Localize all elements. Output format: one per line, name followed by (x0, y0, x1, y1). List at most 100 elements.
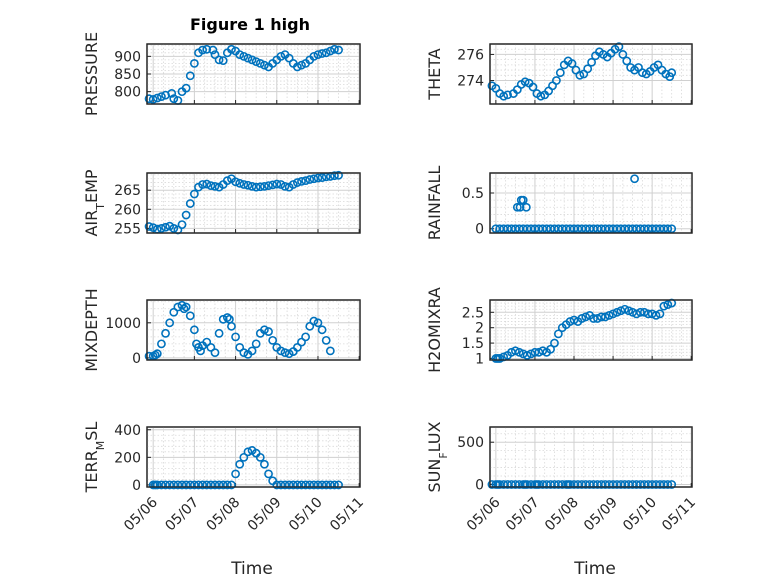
data-point (297, 177, 306, 186)
y-axis-label: RAINFALL (425, 166, 444, 241)
data-point (624, 306, 634, 316)
data-point (604, 310, 614, 320)
data-point (321, 48, 331, 58)
data-point (575, 70, 585, 80)
data-point (276, 51, 286, 61)
data-point (587, 57, 596, 67)
data-point (161, 222, 170, 232)
data-point (167, 89, 177, 98)
data-point (202, 337, 212, 347)
data-point (210, 50, 220, 59)
data-point (264, 469, 273, 479)
y-tick-label: 800 (114, 85, 141, 101)
data-point (637, 68, 647, 78)
data-point (272, 179, 282, 189)
data-point (202, 179, 212, 189)
data-point (196, 346, 205, 356)
data-point (165, 318, 175, 328)
axes-border (489, 426, 693, 488)
data-point (202, 480, 212, 490)
data-point (667, 68, 677, 78)
data-point (581, 312, 591, 322)
data-point (330, 44, 339, 54)
subplot-rainfall: 0 0.5 RAINFALL (425, 166, 693, 241)
data-point (288, 480, 298, 490)
data-point (222, 313, 232, 322)
data-point (169, 480, 179, 490)
data-point (152, 349, 162, 359)
data-point (206, 181, 216, 191)
data-point (301, 332, 311, 342)
y-tick-label: 1.5 (462, 336, 484, 352)
data-point (185, 311, 195, 321)
axes-border (489, 172, 693, 234)
y-tick-label: 274 (457, 74, 484, 90)
data-point (288, 180, 298, 189)
axes-border (489, 299, 693, 361)
y-tick-label: 0.5 (462, 186, 484, 202)
data-point (218, 314, 228, 324)
data-point (218, 480, 228, 490)
y-tick-label: 2.5 (462, 305, 484, 321)
data-point (514, 347, 524, 357)
data-point (632, 309, 641, 319)
data-point (144, 222, 154, 231)
data-point (292, 342, 302, 352)
data-point (313, 50, 323, 59)
data-point (177, 480, 187, 490)
data-point (206, 342, 216, 352)
data-point (659, 301, 669, 311)
data-point (280, 480, 290, 490)
axes-border (146, 43, 361, 105)
data-point (321, 335, 331, 345)
y-tick-label: 265 (114, 183, 141, 199)
data-point (536, 91, 546, 101)
data-point (325, 46, 335, 56)
data-point (630, 174, 639, 184)
data-point (292, 178, 302, 187)
data-point (655, 309, 665, 319)
data-point (583, 64, 593, 74)
y-axis-label: MIXDEPTH (82, 288, 101, 371)
data-point (169, 224, 179, 233)
data-point (620, 304, 630, 314)
y-tick-label: 900 (114, 49, 141, 65)
axes-border (489, 43, 693, 105)
data-point (325, 346, 335, 356)
data-point (569, 315, 579, 325)
y-tick-label: 400 (114, 423, 141, 439)
data-point (608, 309, 618, 319)
data-point (313, 480, 323, 490)
data-point (313, 173, 323, 183)
data-point (309, 316, 319, 326)
data-point (255, 59, 265, 68)
data-point (297, 480, 306, 490)
data-point (185, 480, 195, 490)
data-point (546, 344, 555, 354)
data-point (206, 480, 216, 490)
data-point (663, 224, 673, 234)
data-point (235, 50, 245, 59)
data-point (614, 42, 624, 52)
data-point (198, 180, 208, 189)
data-point (292, 480, 302, 490)
data-point (173, 480, 183, 490)
data-point (503, 90, 512, 100)
data-point (618, 50, 628, 59)
y-axis-label: TERRMSL (82, 422, 107, 494)
data-point (309, 51, 319, 61)
data-point (169, 94, 179, 104)
data-point (612, 307, 622, 317)
data-point (639, 307, 649, 317)
data-point (510, 346, 520, 356)
data-point (297, 337, 306, 347)
data-point (214, 328, 224, 338)
axes-border (146, 172, 361, 234)
data-point (292, 62, 302, 72)
y-axis-label: THETA (425, 48, 444, 100)
data-point (161, 480, 170, 490)
data-point (528, 82, 538, 92)
data-point (152, 480, 162, 490)
data-point (239, 452, 249, 462)
